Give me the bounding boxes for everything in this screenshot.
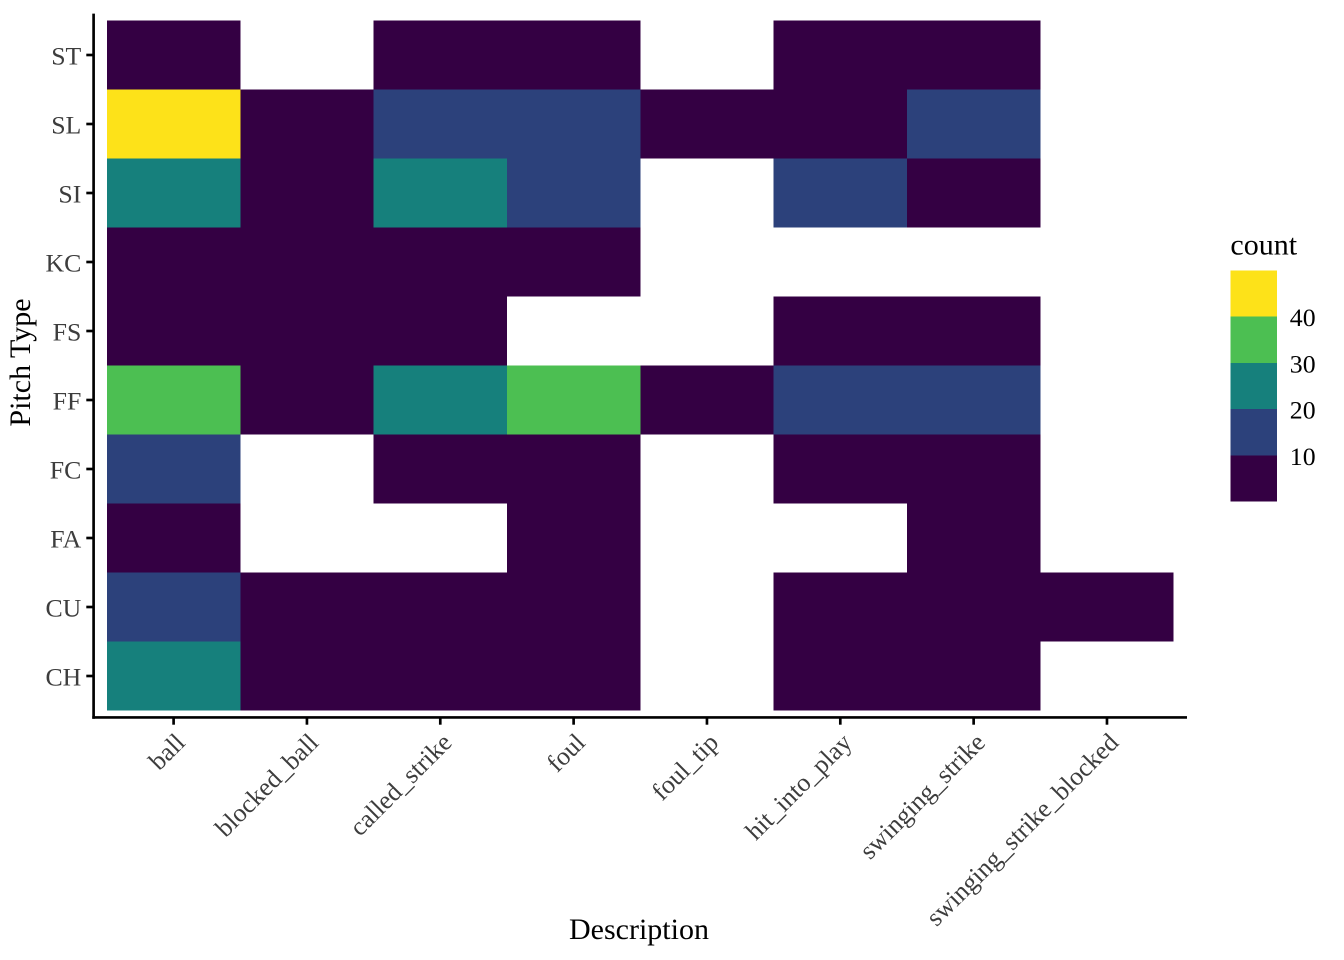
svg-text:Description: Description	[569, 913, 709, 946]
svg-text:ST: ST	[51, 41, 81, 70]
svg-text:KC: KC	[45, 248, 81, 277]
svg-text:CU: CU	[45, 593, 81, 622]
svg-text:SI: SI	[58, 179, 81, 208]
svg-text:FF: FF	[53, 386, 82, 415]
svg-text:FA: FA	[50, 524, 81, 553]
svg-text:SL: SL	[51, 110, 81, 139]
svg-text:10: 10	[1290, 442, 1316, 471]
svg-text:30: 30	[1290, 349, 1316, 378]
svg-text:CH: CH	[45, 662, 81, 691]
svg-text:Pitch Type: Pitch Type	[4, 298, 37, 426]
svg-text:count: count	[1230, 229, 1297, 262]
svg-text:40: 40	[1290, 303, 1316, 332]
svg-text:FS: FS	[53, 317, 82, 346]
svg-text:FC: FC	[50, 455, 82, 484]
svg-text:20: 20	[1290, 396, 1316, 425]
